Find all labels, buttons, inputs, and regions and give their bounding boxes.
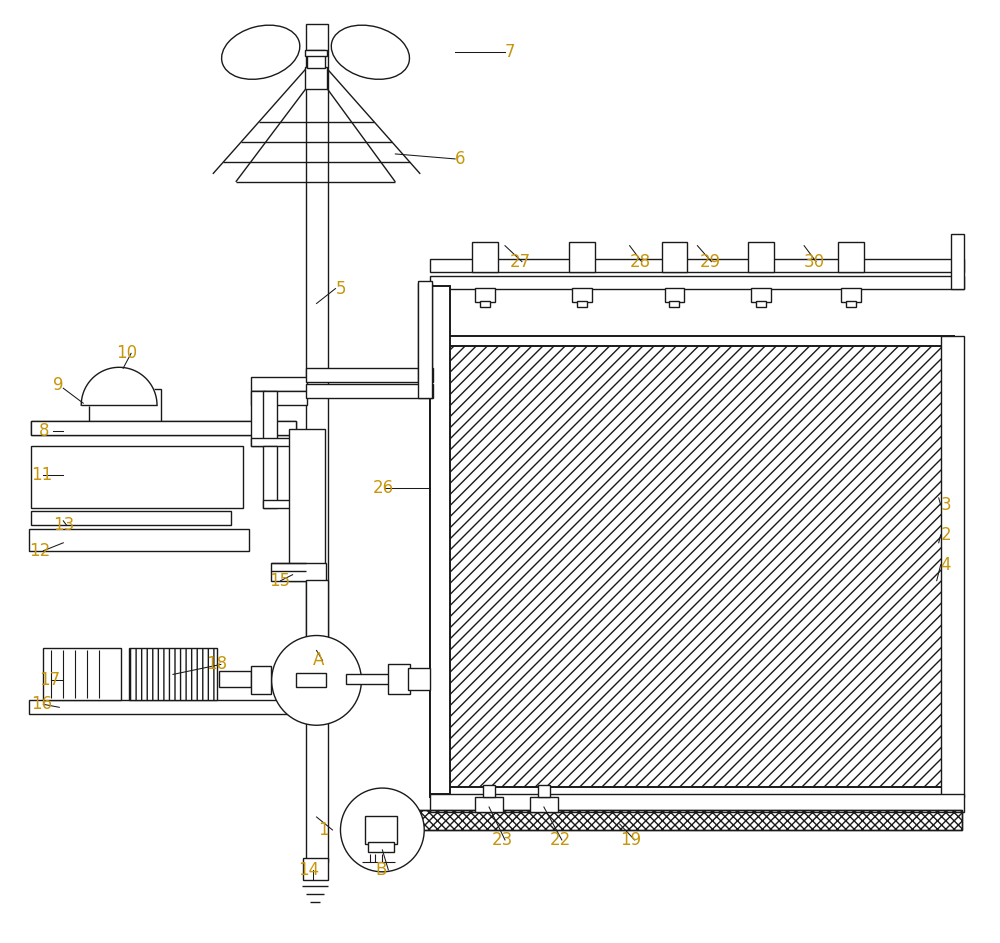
- Text: 18: 18: [206, 655, 227, 673]
- Bar: [538, 786, 550, 797]
- Text: 17: 17: [39, 671, 60, 689]
- Text: 19: 19: [620, 831, 641, 849]
- Circle shape: [340, 788, 424, 872]
- Bar: [306, 369, 433, 382]
- Bar: [29, 529, 249, 551]
- Bar: [408, 669, 430, 690]
- Bar: [129, 649, 217, 701]
- Ellipse shape: [222, 25, 300, 79]
- Text: 6: 6: [455, 150, 466, 168]
- Bar: [31, 511, 231, 525]
- Bar: [475, 797, 503, 812]
- Text: 26: 26: [372, 479, 394, 497]
- Text: 27: 27: [510, 253, 531, 271]
- Bar: [748, 241, 774, 272]
- Text: 16: 16: [31, 695, 53, 713]
- Text: 29: 29: [699, 253, 721, 271]
- Circle shape: [272, 636, 361, 725]
- Bar: [368, 842, 394, 852]
- Text: 9: 9: [53, 376, 64, 394]
- Bar: [841, 288, 861, 302]
- Text: 2: 2: [941, 526, 951, 544]
- Bar: [296, 673, 326, 687]
- Bar: [751, 288, 771, 302]
- Text: 1: 1: [319, 821, 329, 839]
- Text: 28: 28: [630, 253, 651, 271]
- Text: 12: 12: [29, 542, 51, 560]
- Bar: [442, 346, 946, 787]
- Text: 8: 8: [39, 422, 50, 440]
- Bar: [388, 810, 962, 830]
- Bar: [388, 665, 410, 694]
- Bar: [31, 422, 296, 435]
- Bar: [365, 816, 397, 844]
- Bar: [263, 500, 303, 508]
- Text: 7: 7: [505, 43, 515, 61]
- Bar: [29, 701, 321, 714]
- Text: 22: 22: [550, 831, 571, 849]
- Bar: [530, 797, 558, 812]
- Bar: [306, 25, 328, 862]
- Text: 14: 14: [299, 861, 320, 879]
- Bar: [483, 786, 495, 797]
- Text: 15: 15: [269, 571, 290, 589]
- Text: 5: 5: [335, 279, 346, 298]
- Bar: [430, 794, 964, 812]
- Bar: [307, 50, 325, 68]
- Bar: [846, 301, 856, 307]
- Bar: [271, 563, 326, 581]
- Bar: [941, 337, 964, 797]
- Bar: [89, 389, 161, 422]
- Bar: [430, 337, 954, 797]
- Bar: [305, 67, 327, 90]
- Bar: [43, 649, 121, 701]
- Bar: [306, 384, 433, 398]
- Bar: [263, 446, 277, 508]
- Bar: [418, 283, 432, 382]
- Text: 11: 11: [31, 466, 53, 484]
- Bar: [430, 275, 964, 289]
- Text: A: A: [313, 652, 324, 670]
- Ellipse shape: [331, 25, 409, 79]
- Text: 13: 13: [53, 516, 75, 534]
- Bar: [951, 234, 964, 289]
- Bar: [430, 286, 450, 794]
- Bar: [263, 391, 277, 446]
- Bar: [306, 580, 328, 714]
- Text: 3: 3: [941, 496, 951, 514]
- Bar: [31, 422, 296, 435]
- Bar: [251, 391, 307, 405]
- Bar: [251, 391, 265, 446]
- Bar: [662, 241, 687, 272]
- Bar: [569, 241, 595, 272]
- Bar: [665, 288, 684, 302]
- Bar: [289, 429, 325, 581]
- Bar: [472, 241, 498, 272]
- Bar: [129, 649, 217, 701]
- Bar: [305, 50, 327, 57]
- Bar: [572, 288, 592, 302]
- Bar: [388, 810, 962, 830]
- Bar: [251, 438, 307, 446]
- Bar: [669, 301, 679, 307]
- Bar: [251, 667, 271, 694]
- Bar: [31, 446, 243, 508]
- Bar: [475, 288, 495, 302]
- Bar: [303, 858, 328, 880]
- Text: B: B: [375, 861, 387, 879]
- Bar: [219, 671, 251, 687]
- Bar: [251, 377, 307, 391]
- Bar: [418, 281, 432, 398]
- Bar: [756, 301, 766, 307]
- Text: 10: 10: [116, 344, 137, 362]
- Bar: [430, 258, 964, 272]
- Bar: [480, 301, 490, 307]
- Text: 30: 30: [804, 253, 825, 271]
- Bar: [838, 241, 864, 272]
- Text: 4: 4: [941, 555, 951, 573]
- Bar: [346, 674, 418, 685]
- Bar: [577, 301, 587, 307]
- Text: 23: 23: [492, 831, 513, 849]
